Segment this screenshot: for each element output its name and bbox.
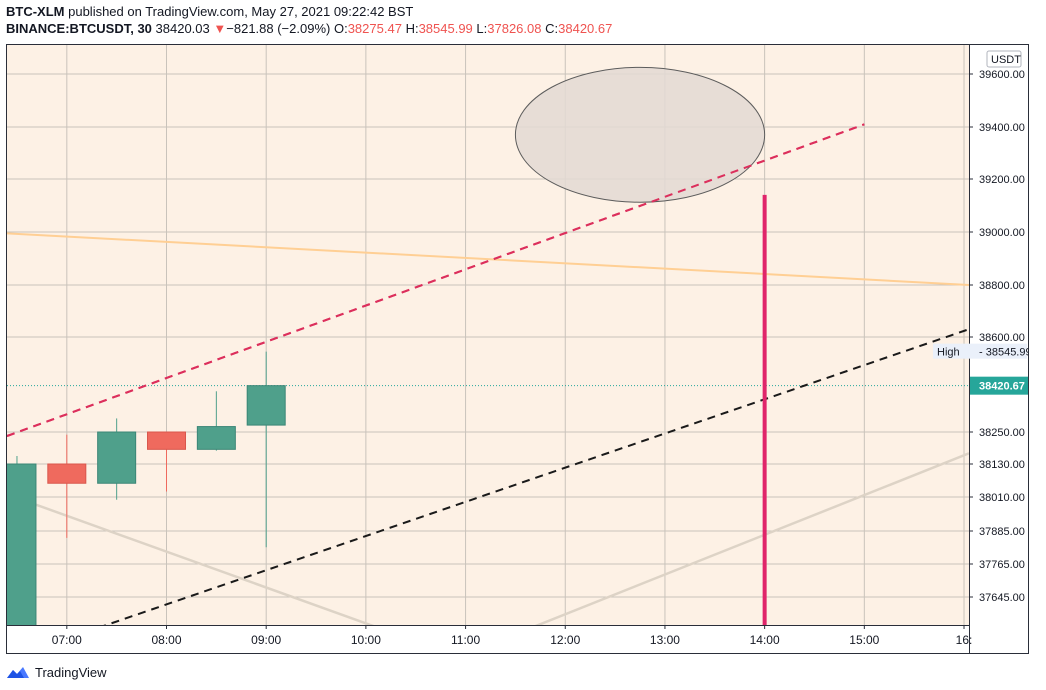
- x-tick-label: 12:00: [550, 633, 580, 647]
- y-tick-label: 38130.00: [979, 459, 1025, 471]
- x-tick-label: 10:00: [351, 633, 381, 647]
- x-tick-label: 11:00: [451, 633, 480, 647]
- candle-up: [196, 426, 236, 450]
- symbol-label: BINANCE:BTCUSDT, 30: [6, 21, 152, 36]
- high-label: High: [937, 347, 960, 359]
- drawings-layer: [7, 66, 969, 625]
- publish-info: published on TradingView.com, May 27, 20…: [64, 4, 414, 19]
- grey-trendline-ascending: [534, 452, 969, 625]
- high-label-box: [933, 343, 1027, 359]
- chart-title-line: BTC-XLM published on TradingView.com, Ma…: [6, 4, 413, 20]
- last-price-badge: [970, 376, 1028, 395]
- low-label: L:: [476, 21, 488, 36]
- close-value: 38420.67: [558, 21, 613, 36]
- price-change: −821.88 (−2.09%): [226, 21, 331, 36]
- x-tick-label: 14:00: [750, 633, 780, 647]
- candle-down: [47, 463, 87, 484]
- time-axis-background: [7, 625, 969, 653]
- tradingview-brand: TradingView: [35, 664, 107, 680]
- candle-up: [7, 463, 37, 625]
- x-tick-label: 09:00: [251, 633, 281, 647]
- open-label: O:: [333, 21, 348, 36]
- x-tick-label: 08:00: [151, 633, 181, 647]
- close-label: C:: [545, 21, 559, 36]
- open-value: 38275.47: [347, 21, 402, 36]
- grey-trendline-descending: [7, 493, 375, 625]
- candle-up: [246, 385, 286, 426]
- chart-container[interactable]: 39600.00 39400.00 39200.00 39000.00 38800.00…: [6, 44, 1029, 654]
- ohlc-legend: BINANCE:BTCUSDT, 30 38420.03 ▼−821.88 (−…: [6, 21, 612, 37]
- high-label: H:: [405, 21, 419, 36]
- x-tick-label: 13:00: [650, 633, 680, 647]
- y-tick-label: 39200.00: [979, 174, 1025, 186]
- black-dashed-trendline: [103, 328, 969, 625]
- red-dashed-trendline-over: [7, 123, 865, 437]
- currency-box: [986, 50, 1022, 68]
- y-tick-label: 39600.00: [979, 69, 1025, 81]
- low-value: 37826.08: [487, 21, 542, 36]
- y-tick-label: 38010.00: [979, 492, 1025, 504]
- y-tick-label: 38250.00: [979, 427, 1025, 439]
- candle-up: [97, 431, 137, 484]
- y-tick-label: 37885.00: [979, 526, 1025, 538]
- y-tick-label: 39000.00: [979, 227, 1025, 239]
- y-tick-label: 38800.00: [979, 280, 1025, 292]
- x-tick-label: 16:: [956, 633, 973, 647]
- y-tick-label: 39400.00: [979, 122, 1025, 134]
- tradingview-logo[interactable]: TradingView: [6, 662, 107, 682]
- price-chart[interactable]: 39600.00 39400.00 39200.00 39000.00 38800.00…: [7, 45, 1028, 653]
- plot-background: [7, 45, 969, 625]
- tradingview-logo-icon: [7, 667, 29, 678]
- down-arrow-icon: ▼: [213, 21, 227, 36]
- currency-label: USDT: [991, 54, 1021, 66]
- x-tick-label: 07:00: [52, 633, 82, 647]
- y-tick-label: 38600.00: [979, 332, 1025, 344]
- x-tick-label: 15:00: [849, 633, 879, 647]
- high-value-label: - 38545.99: [979, 347, 1028, 359]
- orange-trendline: [7, 232, 969, 286]
- y-tick-label: 37645.00: [979, 592, 1025, 604]
- candle-down: [147, 431, 187, 450]
- high-value: 38545.99: [418, 21, 473, 36]
- y-tick-label: 37765.00: [979, 559, 1025, 571]
- last-price-label: 38420.67: [979, 381, 1025, 393]
- chart-title: BTC-XLM: [6, 4, 65, 19]
- ellipse-annotation: [514, 66, 766, 203]
- last-price: 38420.03: [155, 21, 210, 36]
